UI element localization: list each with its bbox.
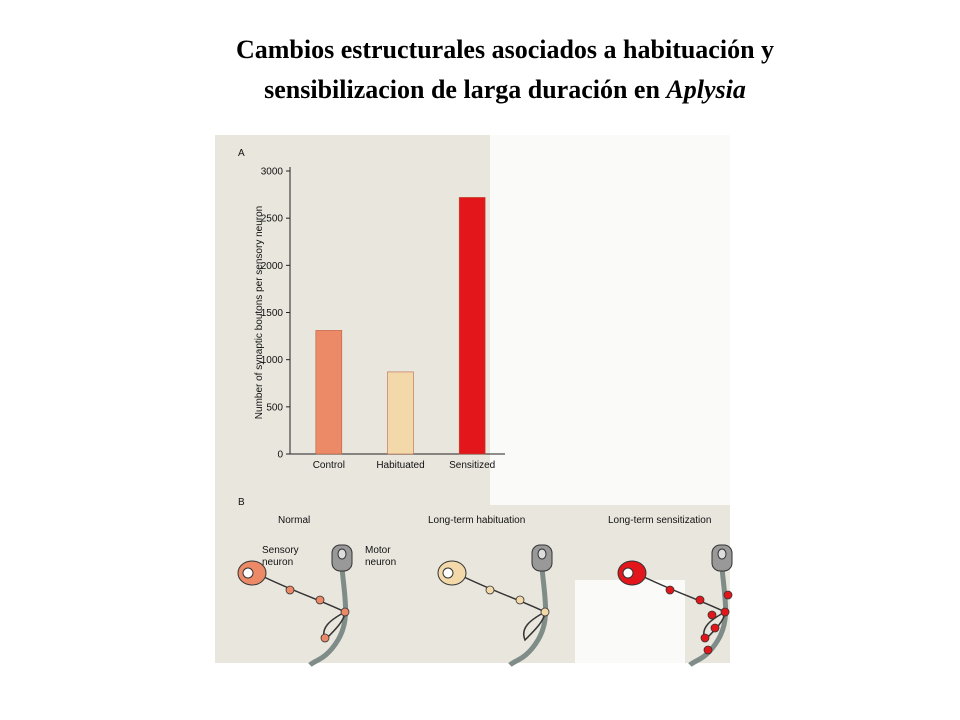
bouton: [720, 607, 730, 617]
bouton: [665, 585, 675, 595]
motor-axon: [688, 567, 729, 667]
bouton: [320, 633, 330, 643]
bouton: [285, 585, 295, 595]
condition-label: Normal: [278, 515, 310, 526]
motor-axon: [508, 567, 549, 667]
y-tick-label: 3000: [261, 167, 284, 178]
bouton: [485, 585, 495, 595]
condition-label: Long-term sensitization: [608, 515, 711, 526]
y-tick-label: 500: [266, 402, 283, 413]
figure-blank: [575, 580, 685, 663]
slide-title-line2: sensibilizacion de larga duración en Apl…: [264, 75, 746, 104]
y-tick-label: 1500: [261, 308, 284, 319]
bouton: [700, 633, 710, 643]
x-tick-label: Control: [313, 460, 345, 471]
bouton: [707, 610, 717, 620]
title-italic: Aplysia: [664, 75, 745, 104]
bar: [387, 371, 414, 455]
motor-nucleus: [537, 548, 547, 560]
bouton: [703, 645, 713, 655]
sensory-nucleus: [622, 567, 634, 579]
bouton: [515, 595, 525, 605]
sensory-axon: [459, 574, 546, 642]
y-tick-label: 1000: [261, 355, 284, 366]
bar: [458, 197, 486, 455]
title-text: sensibilizacion de larga duración en: [264, 75, 660, 104]
motor-nucleus: [717, 548, 727, 560]
y-axis-label: Number of synaptic boutons per sensory n…: [254, 206, 265, 419]
bouton: [695, 595, 705, 605]
y-tick-label: 2500: [261, 214, 284, 225]
bouton: [340, 607, 350, 617]
condition-label: Long-term habituation: [428, 515, 525, 526]
x-tick-label: Habituated: [376, 460, 424, 471]
panel-label: B: [238, 497, 245, 508]
sensory-nucleus: [442, 567, 454, 579]
motor-nucleus: [337, 548, 347, 560]
bouton: [723, 590, 733, 600]
sensory-label: neuron: [262, 557, 293, 568]
bar: [315, 330, 343, 455]
bouton: [540, 607, 550, 617]
slide-title-line1: Cambios estructurales asociados a habitu…: [236, 35, 774, 64]
bouton: [315, 595, 325, 605]
sensory-nucleus: [242, 567, 254, 579]
motor-label: Motor: [365, 545, 391, 556]
x-tick-label: Sensitized: [449, 460, 495, 471]
panel-label: A: [238, 148, 245, 159]
sensory-label: Sensory: [262, 545, 299, 556]
motor-axon: [308, 567, 349, 667]
y-tick-label: 0: [277, 450, 283, 461]
motor-label: neuron: [365, 557, 396, 568]
bouton: [710, 623, 720, 633]
figure-blank: [490, 135, 730, 505]
y-tick-label: 2000: [261, 261, 284, 272]
